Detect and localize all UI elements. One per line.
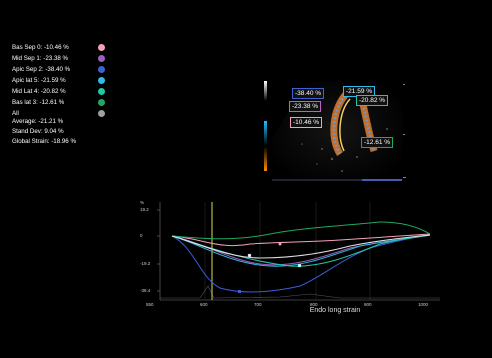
echo-image-panel[interactable]: -38.40 % -21.59 % -20.82 % -23.38 % -10.…: [262, 79, 412, 184]
x-tick-label: 800: [310, 302, 318, 307]
legend-label: Bas lat 3: -12.61 %: [12, 99, 65, 106]
echo-label-bas-lat: -12.61 %: [361, 137, 394, 148]
legend-label: All: [12, 110, 19, 117]
legend-label: Apic lat 5: -21.59 %: [12, 77, 66, 84]
y-tick-label: -19.2: [140, 261, 151, 266]
legend-dot-icon: [98, 88, 105, 95]
x-tick-label: 550: [146, 302, 154, 307]
legend-label: Apic Sep 2: -38.40 %: [12, 66, 71, 73]
average-value: Average: -21.21 %: [12, 118, 64, 125]
legend-label: Mid Sep 1: -23.38 %: [12, 55, 69, 62]
legend-item-bas-sep[interactable]: Bas Sep 0: -10.46 %: [12, 42, 107, 53]
strain-curve-plot: % 19.2 0 -19.2 -38.4 550 600 700 800 900…: [140, 200, 440, 307]
strain-curve-graph[interactable]: % 19.2 0 -19.2 -38.4 550 600 700 800 900…: [140, 198, 450, 322]
y-unit-label: %: [140, 200, 144, 205]
legend-label: Mid Lat 4: -20.82 %: [12, 88, 66, 95]
legend-dot-icon: [98, 66, 105, 73]
echo-label-apic-sep: -38.40 %: [292, 88, 325, 99]
global-strain-value: Global Strain: -18.96 %: [12, 138, 76, 145]
strain-stats: Average: -21.21 % Stand Dev: 9.04 % Glob…: [12, 117, 76, 147]
legend-item-mid-lat[interactable]: Mid Lat 4: -20.82 %: [12, 86, 107, 97]
legend-item-mid-sep[interactable]: Mid Sep 1: -23.38 %: [12, 53, 107, 64]
echo-image: [264, 81, 406, 181]
legend-label: Bas Sep 0: -10.46 %: [12, 44, 69, 51]
x-tick-label: 700: [254, 302, 262, 307]
legend-dot-icon: [98, 77, 105, 84]
x-tick-label: 900: [364, 302, 372, 307]
stdev-value: Stand Dev: 9.04 %: [12, 128, 64, 135]
legend-item-apic-sep[interactable]: Apic Sep 2: -38.40 %: [12, 64, 107, 75]
echo-label-mid-sep: -23.38 %: [289, 101, 322, 112]
y-tick-label: 19.2: [140, 207, 149, 212]
legend-dot-icon: [98, 55, 105, 62]
x-tick-label: 600: [200, 302, 208, 307]
echo-label-mid-lat: -20.82 %: [356, 95, 389, 106]
legend-item-apic-lat[interactable]: Apic lat 5: -21.59 %: [12, 75, 107, 86]
legend-dot-icon: [98, 110, 105, 117]
echo-label-bas-sep: -10.46 %: [290, 117, 323, 128]
legend-item-all[interactable]: All: [12, 108, 107, 119]
legend-dot-icon: [98, 99, 105, 106]
legend-dot-icon: [98, 44, 105, 51]
legend-item-bas-lat[interactable]: Bas lat 3: -12.61 %: [12, 97, 107, 108]
x-tick-label: 1000: [418, 302, 429, 307]
y-tick-label: 0: [140, 233, 143, 238]
peak-markers: [238, 242, 302, 293]
y-tick-label: -38.4: [140, 288, 151, 293]
segment-legend: Bas Sep 0: -10.46 % Mid Sep 1: -23.38 % …: [12, 42, 107, 119]
graph-title: Endo long strain: [309, 307, 361, 314]
